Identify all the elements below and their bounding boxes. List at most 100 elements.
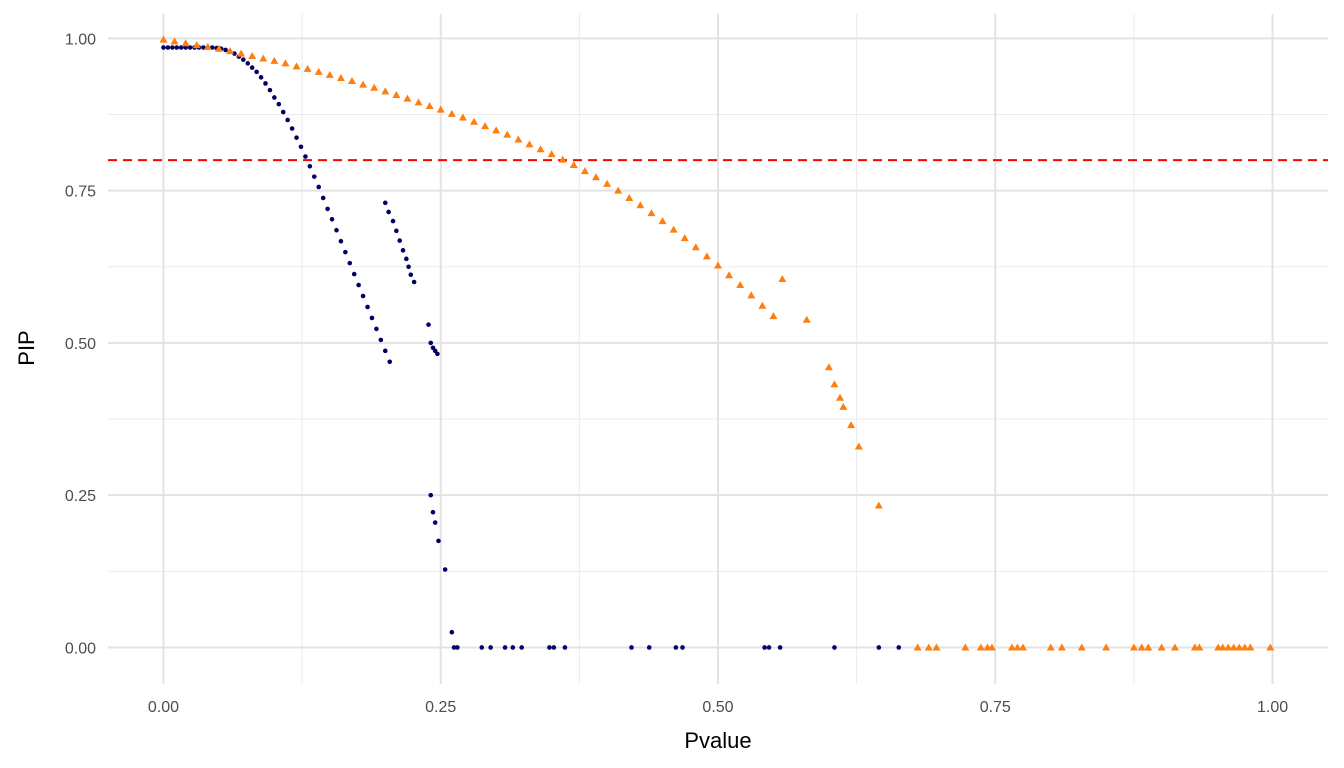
triangle-point bbox=[303, 64, 312, 72]
triangle-point bbox=[270, 56, 279, 64]
x-tick-label: 1.00 bbox=[1257, 699, 1288, 716]
triangle-point bbox=[1235, 643, 1244, 651]
circle-point bbox=[411, 279, 417, 285]
y-tick-label: 0.25 bbox=[65, 488, 96, 505]
x-tick-label: 0.25 bbox=[425, 699, 456, 716]
circle-point bbox=[174, 45, 180, 50]
triangle-point bbox=[325, 70, 334, 78]
triangle-point bbox=[292, 62, 301, 70]
triangle-point bbox=[370, 83, 379, 91]
circle-point bbox=[397, 238, 402, 243]
triangle-point bbox=[470, 117, 478, 125]
triangle-point bbox=[514, 135, 523, 143]
y-axis-title: PIP bbox=[14, 330, 39, 365]
triangle-point bbox=[503, 130, 512, 138]
triangle-point bbox=[214, 44, 223, 52]
triangle-point bbox=[736, 281, 745, 289]
circle-point bbox=[170, 45, 175, 50]
triangle-point bbox=[778, 274, 787, 282]
circle-point bbox=[428, 492, 434, 498]
triangle-point bbox=[203, 42, 212, 50]
triangle-point bbox=[1229, 643, 1238, 651]
triangle-point bbox=[924, 643, 933, 651]
triangle-point bbox=[170, 37, 179, 45]
circle-point bbox=[347, 260, 353, 266]
triangle-point bbox=[181, 39, 190, 47]
triangle-point bbox=[1266, 643, 1275, 651]
x-tick-label: 0.75 bbox=[980, 699, 1011, 716]
triangle-point bbox=[636, 201, 645, 209]
circle-point bbox=[382, 348, 388, 354]
triangle-point bbox=[525, 140, 534, 148]
triangle-point bbox=[691, 243, 700, 251]
circle-point bbox=[547, 645, 552, 650]
triangle-point bbox=[847, 421, 856, 429]
circle-point bbox=[435, 351, 440, 357]
circle-point bbox=[432, 520, 438, 525]
circle-point bbox=[263, 81, 268, 86]
circle-point bbox=[360, 293, 366, 299]
circle-point bbox=[280, 109, 286, 115]
triangle-point bbox=[1007, 643, 1016, 651]
triangle-point bbox=[259, 54, 268, 62]
circle-point bbox=[404, 256, 409, 262]
triangle-point bbox=[381, 87, 390, 95]
triangle-point bbox=[1019, 643, 1027, 651]
triangle-point bbox=[481, 122, 490, 130]
circle-point bbox=[369, 315, 375, 321]
triangle-point bbox=[359, 80, 368, 88]
triangle-point bbox=[614, 186, 623, 194]
circle-point bbox=[442, 567, 448, 572]
triangle-point bbox=[1129, 643, 1138, 651]
triangle-point bbox=[1102, 643, 1111, 651]
triangle-point bbox=[425, 101, 434, 109]
triangle-point bbox=[769, 312, 778, 320]
triangle-point bbox=[1013, 643, 1022, 651]
circle-point bbox=[519, 645, 524, 650]
circle-point bbox=[510, 645, 516, 650]
x-axis-title: Pvalue bbox=[684, 728, 751, 753]
circle-point bbox=[374, 326, 379, 332]
triangle-point bbox=[854, 442, 863, 450]
circle-point bbox=[408, 272, 414, 277]
circle-point bbox=[428, 340, 434, 346]
major-gridlines bbox=[108, 14, 1328, 684]
triangle-point bbox=[1240, 643, 1249, 651]
triangle-point bbox=[192, 41, 201, 49]
circle-point bbox=[223, 47, 228, 53]
y-tick-label: 0.00 bbox=[65, 640, 96, 657]
circle-point bbox=[562, 645, 568, 650]
triangle-point bbox=[669, 225, 678, 233]
circle-point bbox=[311, 174, 317, 179]
triangle-point bbox=[836, 393, 844, 401]
triangle-point bbox=[758, 301, 767, 309]
triangle-point bbox=[961, 643, 970, 651]
triangle-point bbox=[314, 67, 323, 75]
circle-point bbox=[365, 304, 370, 310]
triangle-point bbox=[714, 261, 722, 269]
circle-point bbox=[298, 144, 304, 150]
triangle-point bbox=[976, 643, 985, 651]
circle-point bbox=[272, 95, 277, 100]
circle-point bbox=[646, 645, 652, 650]
triangle-point bbox=[569, 161, 578, 169]
circle-point bbox=[832, 645, 837, 650]
triangle-point bbox=[1057, 643, 1066, 651]
circle-point bbox=[249, 65, 255, 70]
circle-point bbox=[178, 45, 184, 50]
triangle-point bbox=[658, 217, 667, 225]
circle-point bbox=[241, 57, 246, 62]
circle-point bbox=[356, 282, 361, 288]
y-tick-label: 0.50 bbox=[65, 336, 96, 353]
circle-point bbox=[426, 322, 431, 327]
triangle-point bbox=[647, 209, 656, 217]
triangle-point bbox=[226, 47, 234, 55]
triangle-point bbox=[625, 193, 634, 201]
triangle-point bbox=[348, 77, 356, 84]
circle-point bbox=[386, 209, 391, 215]
triangle-point bbox=[1046, 643, 1055, 651]
circle-point bbox=[673, 645, 679, 650]
circle-point bbox=[294, 135, 299, 140]
circle-point bbox=[245, 61, 251, 66]
